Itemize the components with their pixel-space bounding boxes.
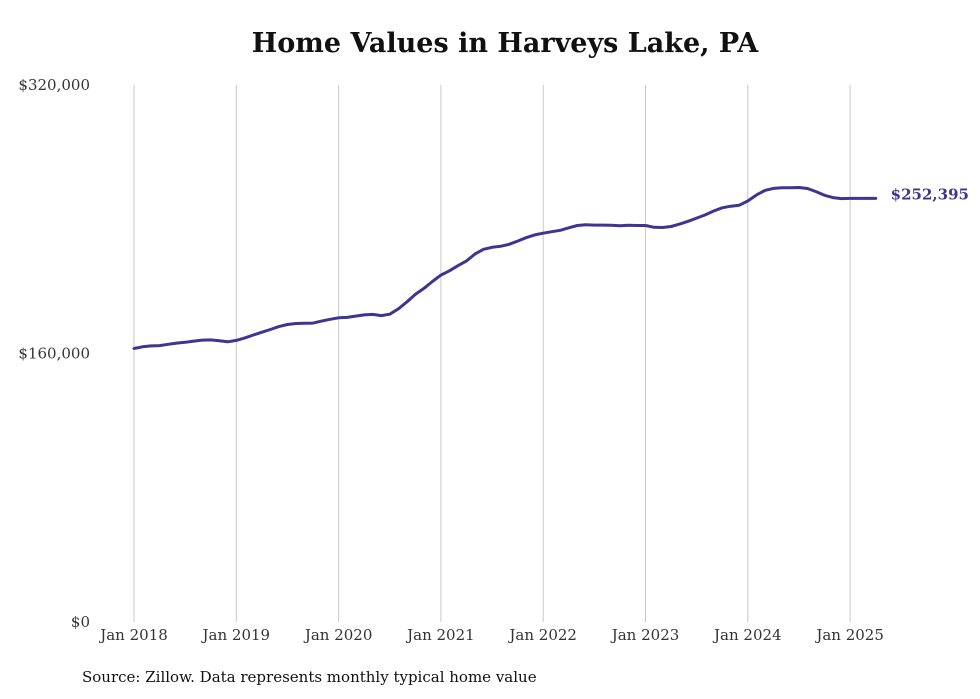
x-axis-ticks: Jan 2018 Jan 2019 Jan 2020 Jan 2021 Jan 2022… [98, 626, 884, 644]
x-tick-label: Jan 2024 [712, 626, 782, 644]
y-axis-ticks: $0 $160,000 $320,000 [18, 76, 90, 631]
latest-value-label: $252,395 [891, 185, 969, 203]
y-tick-label: $160,000 [18, 345, 90, 363]
x-tick-label: Jan 2022 [507, 626, 577, 644]
x-tick-label: Jan 2023 [610, 626, 680, 644]
chart-title: Home Values in Harveys Lake, PA [251, 28, 759, 59]
x-tick-label: Jan 2021 [405, 626, 475, 644]
y-tick-label: $320,000 [18, 76, 90, 94]
x-tick-label: Jan 2025 [814, 626, 884, 644]
x-tick-label: Jan 2019 [201, 626, 271, 644]
gridlines [133, 85, 851, 622]
x-tick-label: Jan 2018 [98, 626, 168, 644]
source-note: Source: Zillow. Data represents monthly … [82, 668, 537, 686]
x-tick-label: Jan 2020 [303, 626, 373, 644]
y-tick-label: $0 [71, 613, 90, 631]
home-value-line [132, 186, 878, 350]
